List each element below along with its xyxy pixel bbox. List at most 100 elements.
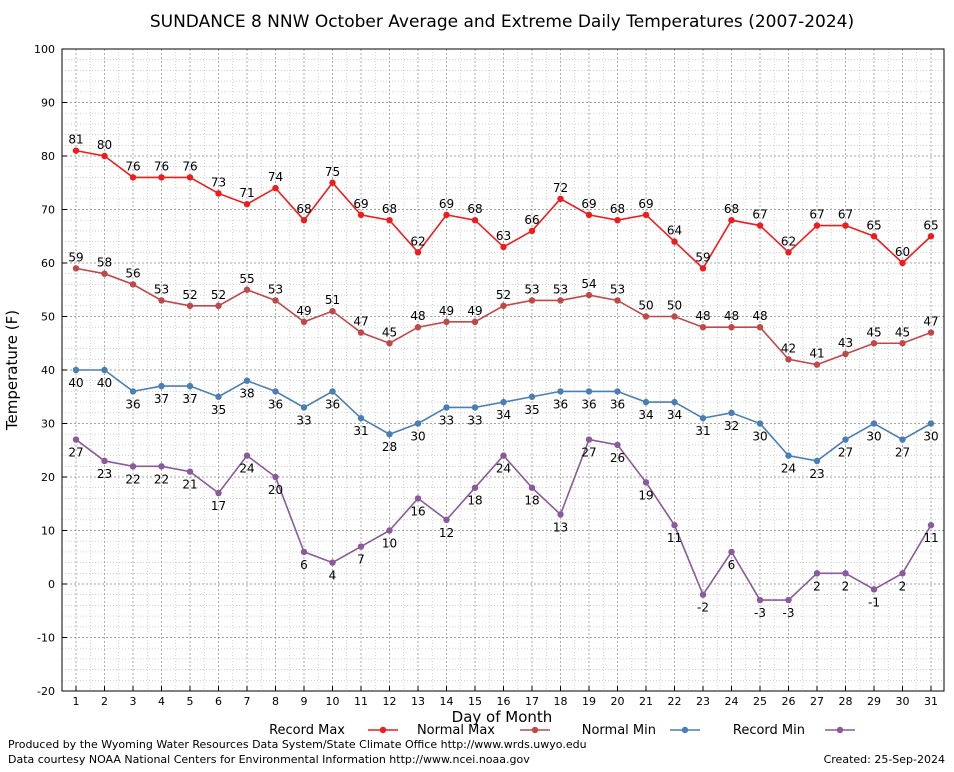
record-min-point	[728, 548, 735, 556]
record-min-data-label: 27	[68, 446, 83, 460]
record-min-point	[528, 484, 536, 491]
record-min-data-label: 18	[524, 494, 539, 508]
normal-min-data-label: 36	[325, 397, 340, 411]
normal-max-data-label: 48	[724, 309, 739, 323]
y-tick-label: 90	[41, 97, 55, 110]
record-min-data-label: 21	[182, 478, 197, 492]
normal-max-point	[528, 297, 536, 304]
normal-min-point	[443, 404, 450, 411]
normal-max-data-label: 53	[553, 282, 568, 296]
record-min-data-label: 12	[439, 526, 454, 540]
normal-min-data-label: 30	[923, 430, 938, 444]
x-tick-label: 16	[497, 695, 511, 708]
record-max-point	[215, 190, 222, 197]
series-normal-max: 59 58 56 53 52 52 55 53 49 51 47 45 48 49 49 52 53 53 54 53…	[68, 250, 939, 368]
record-max-point	[414, 249, 422, 256]
record-max-data-label: 76	[182, 159, 197, 173]
y-tick-label: 70	[41, 204, 55, 217]
x-tick-label: 31	[924, 695, 938, 708]
record-max-point	[642, 211, 650, 219]
normal-min-point	[813, 457, 821, 465]
x-tick-label: 20	[611, 695, 625, 708]
record-max-data-label: 67	[809, 208, 824, 222]
normal-min-data-label: 23	[809, 467, 824, 481]
record-max-point	[129, 174, 137, 181]
normal-min-data-label: 34	[638, 408, 653, 422]
record-max-point	[728, 217, 735, 224]
record-max-data-label: 76	[154, 159, 169, 173]
normal-min-data-label: 30	[752, 430, 767, 444]
footer-data-source: Data courtesy NOAA National Centers for …	[8, 753, 530, 766]
x-tick-label: 4	[158, 695, 165, 708]
record-max-data-label: 68	[724, 202, 739, 216]
normal-min-data-label: 40	[68, 376, 83, 390]
record-max-point	[300, 217, 308, 224]
record-min-data-label: 6	[728, 558, 736, 572]
normal-max-point	[243, 286, 251, 293]
normal-min-point	[386, 431, 393, 438]
y-tick-label: -20	[37, 685, 55, 698]
record-min-point	[272, 473, 279, 481]
normal-min-data-label: 35	[524, 403, 539, 417]
record-max-data-label: 62	[781, 234, 796, 248]
normal-max-point	[186, 302, 194, 309]
record-min-data-label: 16	[410, 504, 425, 518]
y-tick-label: -10	[37, 632, 55, 645]
x-tick-label: 21	[639, 695, 653, 708]
normal-max-point	[443, 318, 450, 326]
record-min-point	[300, 548, 308, 556]
record-max-data-label: 64	[667, 224, 682, 238]
record-max-point	[614, 217, 621, 224]
normal-max-point	[728, 324, 735, 331]
record-max-point	[899, 259, 906, 267]
record-min-point	[243, 452, 251, 459]
record-max-point	[500, 243, 507, 251]
record-max-data-label: 67	[838, 208, 853, 222]
normal-max-point	[671, 313, 678, 320]
normal-max-point	[699, 324, 707, 331]
record-min-data-label: 4	[329, 569, 337, 583]
record-min-data-label: -1	[868, 595, 880, 609]
normal-max-point	[158, 297, 165, 304]
record-min-point	[186, 468, 194, 475]
record-min-data-label: 19	[638, 488, 653, 502]
x-tick-label: 11	[354, 695, 368, 708]
chart-title: SUNDANCE 8 NNW October Average and Extre…	[150, 12, 854, 32]
normal-max-data-label: 55	[239, 272, 254, 286]
normal-max-point	[927, 329, 935, 336]
x-tick-label: 29	[867, 695, 881, 708]
normal-max-point	[129, 281, 137, 288]
normal-min-data-label: 36	[581, 397, 596, 411]
normal-max-data-label: 52	[496, 288, 511, 302]
series-normal-min: 40 40 36 37 37 35 38 36 33 36 31 28 30 33 33 34 35 36 36 36…	[68, 366, 939, 481]
record-min-data-label: 23	[97, 467, 112, 481]
record-max-data-label: 66	[524, 213, 539, 227]
normal-min-point	[728, 409, 735, 416]
record-max-data-label: 60	[895, 245, 910, 259]
normal-max-point	[585, 291, 593, 299]
normal-min-point	[186, 382, 194, 390]
normal-max-point	[414, 324, 422, 331]
record-min-point	[899, 570, 906, 577]
y-tick-label: 40	[41, 364, 55, 377]
normal-min-point	[72, 366, 80, 374]
x-tick-label: 12	[383, 695, 397, 708]
record-min-point	[642, 479, 650, 486]
normal-max-data-label: 45	[895, 325, 910, 339]
record-max-data-label: 73	[211, 175, 226, 189]
normal-max-point	[386, 340, 393, 347]
x-axis-label: Day of Month	[452, 708, 553, 726]
normal-max-data-label: 43	[838, 336, 853, 350]
normal-min-data-label: 36	[125, 397, 140, 411]
normal-max-data-label: 48	[410, 309, 425, 323]
normal-min-data-label: 31	[695, 424, 710, 438]
record-max-point	[699, 265, 707, 272]
normal-min-point	[699, 414, 707, 422]
legend: Record Max Normal Max Normal Min Record Min	[269, 723, 855, 738]
normal-min-data-label: 28	[382, 440, 397, 454]
x-tick-label: 24	[725, 695, 739, 708]
record-min-point	[557, 511, 564, 518]
record-max-data-label: 68	[296, 202, 311, 216]
legend-label-normal-max: Normal Max	[417, 723, 495, 738]
